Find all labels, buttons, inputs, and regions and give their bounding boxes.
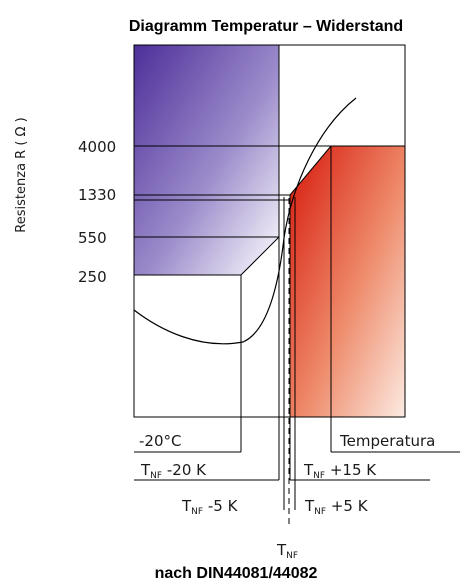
tick-label-4000: 4000: [78, 138, 116, 156]
resistance-curve: [133, 97, 357, 345]
label-temperatura: Temperatura: [339, 432, 435, 450]
diagram-title: Diagramm Temperatur – Widerstand: [129, 18, 403, 35]
label-tnf: TNF: [276, 541, 298, 561]
tick-label-550: 550: [78, 229, 107, 247]
tick-label-1330: 1330: [78, 186, 116, 204]
label-tnf-minus20k: TNF -20 K: [140, 461, 207, 481]
y-axis-label: Resistenza R ( Ω ): [14, 117, 29, 232]
label-minus20c: -20°C: [139, 432, 181, 450]
diagram-footer: nach DIN44081/44082: [155, 565, 318, 582]
label-tnf-minus5k: TNF -5 K: [181, 497, 239, 517]
tick-label-250: 250: [78, 268, 107, 286]
label-tnf-plus5k: TNF +5 K: [304, 497, 369, 517]
low-temperature-region: [134, 45, 279, 275]
label-tnf-plus15k: TNF +15 K: [303, 461, 377, 481]
high-temperature-region: [290, 146, 405, 417]
boundary-blue-diagonal: [240, 236, 280, 276]
chart-frame: [133, 44, 406, 418]
